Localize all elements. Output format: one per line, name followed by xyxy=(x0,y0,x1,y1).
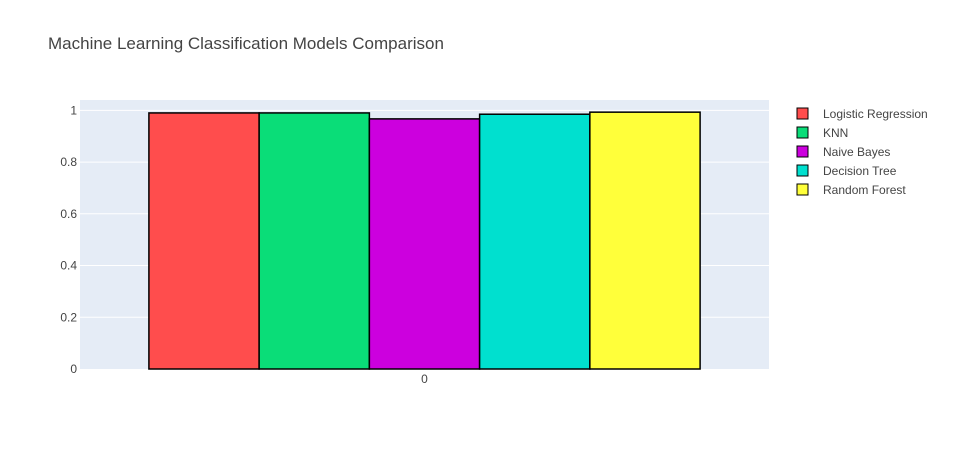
x-tick-labels: 0 xyxy=(421,372,428,386)
y-tick-label: 0.2 xyxy=(60,310,77,324)
legend-label: Random Forest xyxy=(823,183,906,197)
legend-item[interactable]: Random Forest xyxy=(796,183,906,197)
y-tick-label: 1 xyxy=(70,103,77,117)
legend-swatch xyxy=(796,145,809,158)
legend-label: KNN xyxy=(823,126,848,140)
bar-logistic-regression xyxy=(148,112,260,370)
legend-item[interactable]: Logistic Regression xyxy=(796,107,928,121)
x-tick-label: 0 xyxy=(421,372,428,386)
y-tick-labels: 0 0.2 0.4 0.6 0.8 1 xyxy=(60,103,77,376)
y-tick-label: 0 xyxy=(70,362,77,376)
chart-title: Machine Learning Classification Models C… xyxy=(48,34,444,53)
legend-label: Decision Tree xyxy=(823,164,897,178)
bar-knn xyxy=(258,112,371,370)
legend-swatch xyxy=(796,164,809,177)
legend-item[interactable]: Naive Bayes xyxy=(796,145,890,159)
legend-swatch xyxy=(796,107,809,120)
y-tick-label: 0.4 xyxy=(60,259,77,273)
y-tick-label: 0.8 xyxy=(60,155,77,169)
bar-random-forest xyxy=(589,111,701,370)
y-tick-label: 0.6 xyxy=(60,207,77,221)
legend-label: Logistic Regression xyxy=(823,107,928,121)
legend-swatch xyxy=(796,183,809,196)
legend-item[interactable]: Decision Tree xyxy=(796,164,897,178)
legend-label: Naive Bayes xyxy=(823,145,890,159)
bar-decision-tree xyxy=(478,113,591,370)
legend: Logistic Regression KNN Naive Bayes Decisio… xyxy=(796,107,928,197)
legend-swatch xyxy=(796,126,809,139)
bar-naive-bayes xyxy=(368,118,481,370)
legend-item[interactable]: KNN xyxy=(796,126,848,140)
bars xyxy=(148,111,701,370)
